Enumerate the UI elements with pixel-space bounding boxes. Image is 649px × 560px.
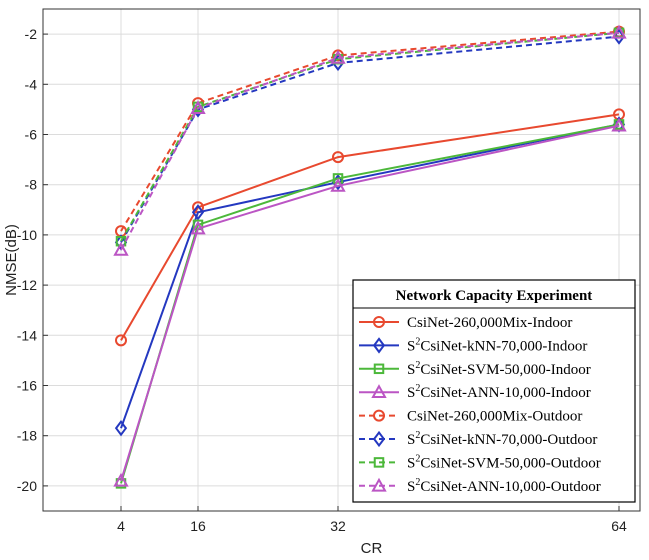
legend-superscript: 2	[415, 360, 420, 371]
legend-marker	[371, 477, 387, 492]
data-point	[611, 24, 627, 39]
legend-item: CsiNet-260,000Mix-Outdoor	[359, 409, 582, 425]
y-axis-ticks: -2 -4 -6 -8 -10 -12 -14 -16 -18 -20	[17, 26, 48, 494]
legend-superscript: 2	[415, 336, 420, 347]
y-tick-label: -4	[25, 76, 38, 92]
legend-item: S2CsiNet-SVM-50,000-Indoor	[359, 360, 591, 378]
legend-label-text: CsiNet-SVM-50,000-Indoor	[420, 362, 590, 378]
legend-item: S2CsiNet-SVM-50,000-Outdoor	[359, 453, 601, 471]
x-axis-label: CR	[361, 540, 383, 557]
legend-label: S2CsiNet-kNN-70,000-Outdoor	[407, 430, 597, 448]
data-point	[611, 117, 627, 132]
legend-label-text: CsiNet-kNN-70,000-Indoor	[420, 338, 587, 354]
data-point	[332, 151, 344, 164]
data-point	[114, 420, 128, 437]
legend-label-text: CsiNet-ANN-10,000-Outdoor	[420, 479, 600, 495]
legend-superscript: 2	[415, 453, 420, 464]
legend-marker	[373, 457, 385, 468]
series-line	[120, 124, 620, 482]
legend-label-text: CsiNet-ANN-10,000-Indoor	[420, 385, 590, 401]
legend-marker	[373, 363, 385, 375]
data-point	[113, 472, 129, 487]
legend-superscript: 2	[415, 383, 420, 394]
data-point	[332, 173, 344, 184]
legend-item: S2CsiNet-ANN-10,000-Outdoor	[359, 477, 601, 495]
series-8	[113, 24, 627, 256]
data-point	[113, 241, 129, 256]
series-group	[113, 24, 627, 489]
legend-label: S2CsiNet-ANN-10,000-Outdoor	[407, 477, 601, 495]
data-point	[330, 49, 346, 64]
legend-item: S2CsiNet-kNN-70,000-Outdoor	[359, 430, 597, 448]
legend-label: S2CsiNet-SVM-50,000-Outdoor	[407, 453, 601, 471]
y-tick-label: -8	[25, 177, 38, 193]
y-axis-label: NMSE(dB)	[3, 224, 20, 296]
legend: Network Capacity Experiment CsiNet-260,0…	[352, 279, 636, 503]
y-tick-label: -20	[17, 478, 37, 494]
series-line	[120, 31, 620, 251]
plot-area	[42, 8, 641, 512]
y-tick-label: -6	[25, 127, 38, 143]
x-axis-ticks: 4 16 32 64	[117, 506, 627, 534]
legend-superscript: 2	[415, 430, 420, 441]
series-5	[115, 25, 625, 238]
legend-item: S2CsiNet-ANN-10,000-Indoor	[359, 383, 591, 401]
y-tick-label: -10	[17, 227, 37, 243]
data-point	[330, 177, 346, 192]
x-tick-label: 64	[611, 518, 627, 534]
data-point	[190, 220, 206, 235]
series-line	[120, 123, 620, 429]
legend-superscript: 2	[415, 477, 420, 488]
y-tick-label: -16	[17, 378, 37, 394]
data-point	[115, 334, 127, 347]
legend-marker	[372, 430, 386, 448]
legend-label: S2CsiNet-kNN-70,000-Indoor	[407, 336, 587, 354]
legend-marker	[372, 337, 386, 354]
legend-label: S2CsiNet-SVM-50,000-Indoor	[407, 360, 591, 378]
legend-item: S2CsiNet-kNN-70,000-Indoor	[359, 336, 587, 354]
data-point	[191, 204, 205, 221]
x-tick-label: 4	[117, 518, 125, 534]
legend-marker	[373, 316, 385, 328]
y-tick-label: -2	[25, 26, 38, 42]
legend-marker	[371, 384, 387, 398]
y-tick-label: -14	[17, 327, 37, 343]
y-tick-label: -18	[17, 428, 37, 444]
legend-label: S2CsiNet-ANN-10,000-Indoor	[407, 383, 591, 401]
legend-label-text: CsiNet-SVM-50,000-Outdoor	[420, 455, 600, 471]
legend-box	[352, 279, 636, 503]
legend-label-text: CsiNet-kNN-70,000-Outdoor	[420, 432, 597, 448]
legend-marker	[373, 409, 385, 422]
data-point	[190, 100, 206, 114]
y-tick-label: -12	[17, 277, 37, 293]
legend-label: CsiNet-260,000Mix-Indoor	[407, 315, 572, 331]
legend-items: CsiNet-260,000Mix-Indoor S2CsiNet-kNN-70,…	[359, 315, 601, 495]
x-tick-label: 32	[330, 518, 346, 534]
series-line	[120, 30, 620, 232]
legend-title: Network Capacity Experiment	[396, 288, 593, 304]
legend-item: CsiNet-260,000Mix-Indoor	[359, 315, 572, 331]
series-line	[120, 35, 620, 243]
series-line	[120, 113, 620, 341]
x-tick-label: 16	[190, 518, 206, 534]
series-4	[113, 117, 627, 487]
legend-label: CsiNet-260,000Mix-Outdoor	[407, 409, 582, 425]
